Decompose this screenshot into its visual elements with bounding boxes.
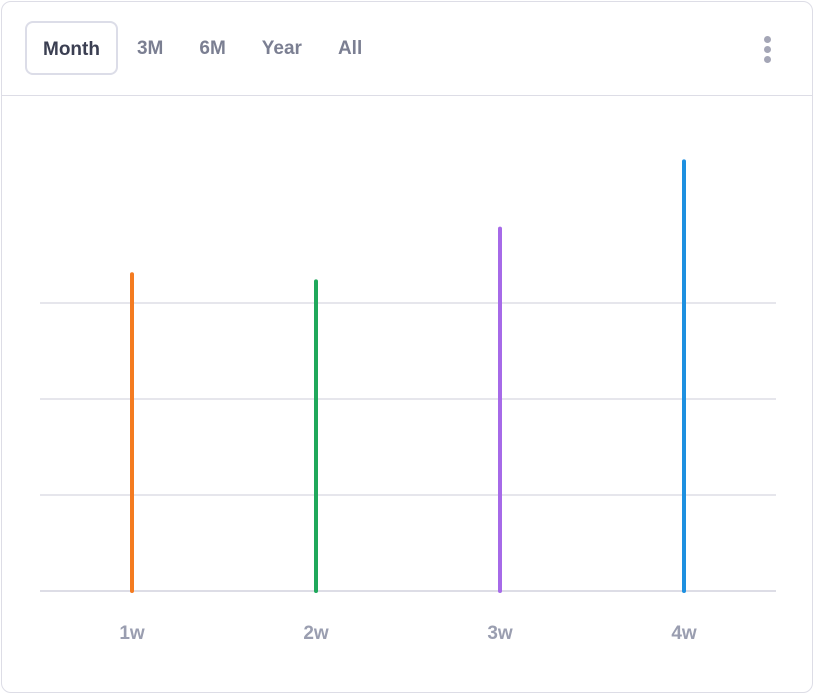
range-toolbar: Month 3M 6M Year All bbox=[2, 2, 812, 96]
tab-all[interactable]: All bbox=[337, 38, 363, 59]
tab-6m[interactable]: 6M bbox=[199, 38, 226, 59]
x-tick-label: 2w bbox=[303, 623, 329, 644]
x-tick-label: 4w bbox=[671, 623, 697, 644]
x-tick-label: 1w bbox=[119, 623, 145, 644]
more-vertical-icon[interactable] bbox=[762, 36, 772, 64]
tab-3m[interactable]: 3M bbox=[136, 38, 164, 59]
x-tick-label: 3w bbox=[487, 623, 513, 644]
tab-year[interactable]: Year bbox=[261, 38, 302, 59]
range-tabs: Month 3M 6M Year All bbox=[25, 21, 381, 75]
tab-month[interactable]: Month bbox=[25, 21, 118, 75]
